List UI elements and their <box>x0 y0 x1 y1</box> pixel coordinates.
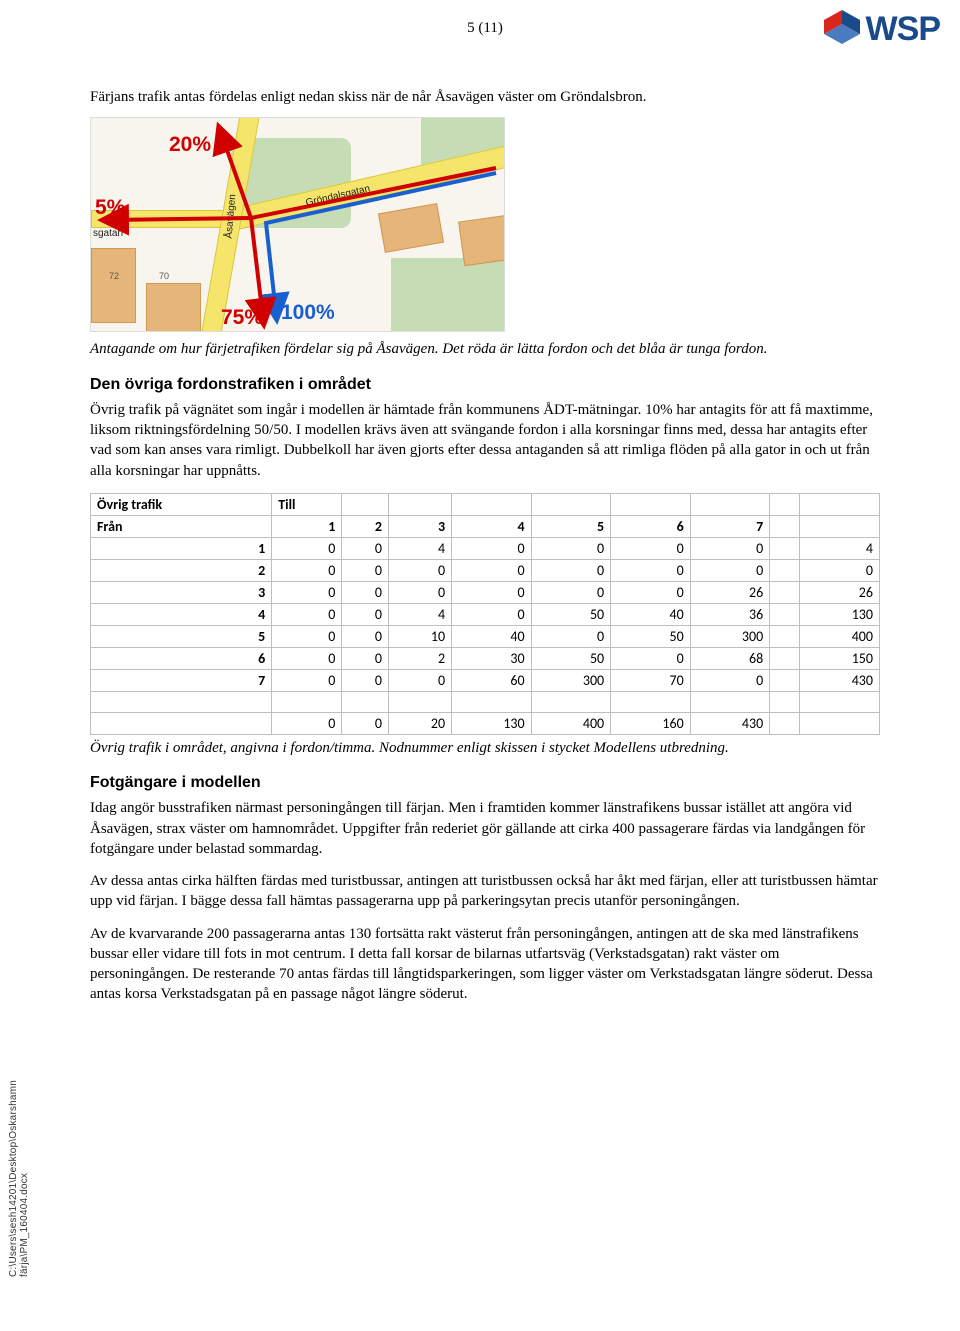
section1-title: Den övriga fordonstrafiken i området <box>90 376 880 394</box>
wsp-logo-icon <box>824 10 860 49</box>
col-6: 6 <box>611 515 691 537</box>
table-row: 60023050068150 <box>91 647 880 669</box>
table-totals-row: 0020130400160430 <box>91 712 880 734</box>
wsp-logo-text: WSP <box>866 10 940 49</box>
map-caption: Antagande om hur färjetrafiken fördelar … <box>90 340 880 360</box>
section2-p2: Av dessa antas cirka hälften färdas med … <box>90 871 880 912</box>
col-4: 4 <box>452 515 532 537</box>
map-sketch: sgatan Åsavägen Gröndalsgatan 70 72 20% … <box>90 117 505 332</box>
th-ovrig: Övrig trafik <box>91 493 272 515</box>
street-label-left: sgatan <box>93 228 123 239</box>
th-fran: Från <box>91 515 272 537</box>
section2-p3: Av de kvarvarande 200 passagerarna antas… <box>90 924 880 1005</box>
table-row: 700060300700430 <box>91 669 880 691</box>
intro-paragraph: Färjans trafik antas fördelas enligt ned… <box>90 87 880 107</box>
pct-100: 100% <box>281 301 335 325</box>
table-row: 40040504036130 <box>91 603 880 625</box>
col-1: 1 <box>272 515 342 537</box>
col-7: 7 <box>690 515 770 537</box>
house-70: 70 <box>159 271 169 281</box>
wsp-logo: WSP <box>824 10 940 49</box>
house-72: 72 <box>109 271 119 281</box>
table-row: 5001040050300400 <box>91 625 880 647</box>
table-row: 200000000 <box>91 559 880 581</box>
col-5: 5 <box>531 515 611 537</box>
col-2: 2 <box>342 515 389 537</box>
page-number: 5 (11) <box>90 20 880 37</box>
table-row: 100400004 <box>91 537 880 559</box>
side-filepath: C:\Users\sesh14201\Desktop\Oskarshamn fä… <box>8 1080 30 1277</box>
pct-75: 75% <box>221 306 263 330</box>
table-row: 30000002626 <box>91 581 880 603</box>
table-header-row1: Övrig trafik Till <box>91 493 880 515</box>
pct-5: 5% <box>95 196 125 220</box>
section2-p1: Idag angör busstrafiken närmast personin… <box>90 798 880 859</box>
pct-20: 20% <box>169 133 211 157</box>
section2-title: Fotgängare i modellen <box>90 774 880 792</box>
section1-body: Övrig trafik på vägnätet som ingår i mod… <box>90 400 880 481</box>
th-till: Till <box>272 493 342 515</box>
col-3: 3 <box>389 515 452 537</box>
traffic-table: Övrig trafik Till Från 1 2 3 4 5 6 7 100… <box>90 493 880 735</box>
table-caption: Övrig trafik i området, angivna i fordon… <box>90 739 880 759</box>
table-header-row2: Från 1 2 3 4 5 6 7 <box>91 515 880 537</box>
table-blank-row <box>91 691 880 712</box>
